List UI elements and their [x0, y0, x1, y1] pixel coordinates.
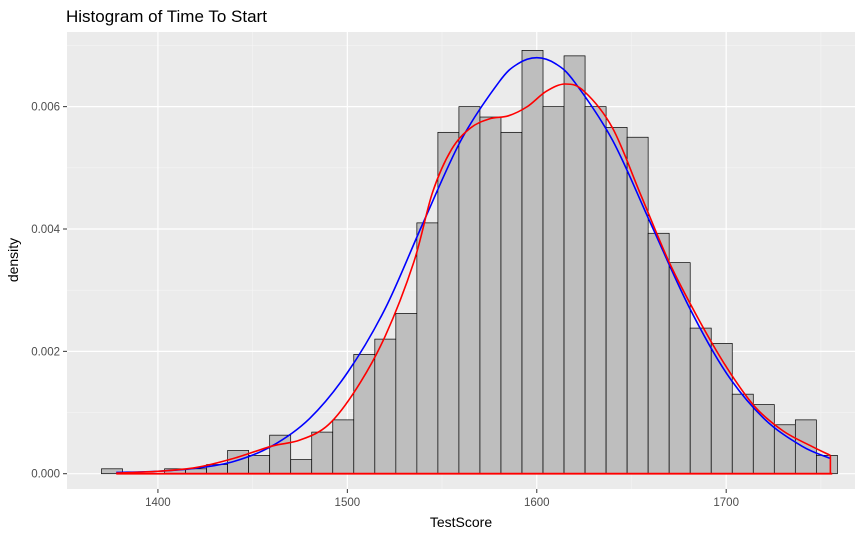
- histogram-bar: [689, 327, 712, 475]
- histogram-bar: [542, 106, 565, 475]
- histogram-bar: [101, 468, 123, 475]
- y-tick-label: 0.004: [31, 224, 60, 236]
- y-axis-ticks: 0.000 0.002 0.004 0.006: [31, 102, 67, 481]
- histogram-bar: [521, 50, 544, 475]
- histogram-bar: [374, 338, 397, 475]
- histogram-bar: [353, 354, 376, 475]
- histogram-bar: [584, 106, 607, 475]
- x-tick-label: 1600: [524, 497, 550, 509]
- x-tick-label: 1700: [713, 497, 739, 509]
- histogram-bar: [668, 262, 691, 475]
- histogram-bar: [332, 419, 355, 475]
- density-curve-1: [116, 56, 831, 474]
- histogram-bar: [710, 343, 733, 475]
- histogram-bar: [816, 455, 838, 475]
- histogram-bars: [101, 50, 838, 475]
- histogram-bar: [563, 55, 586, 475]
- histogram-bar: [311, 431, 334, 475]
- histogram-bar: [458, 106, 481, 475]
- histogram-bar: [395, 313, 418, 475]
- histogram-bar: [479, 116, 502, 475]
- y-tick-label: 0.000: [31, 469, 60, 481]
- x-axis-label: TestScore: [430, 514, 492, 530]
- y-axis-label: density: [5, 238, 21, 282]
- density-curve-2: [116, 83, 831, 474]
- x-tick-label: 1500: [335, 497, 361, 509]
- y-tick-label: 0.002: [31, 346, 60, 358]
- y-tick-label: 0.006: [31, 102, 60, 114]
- histogram-bar: [290, 459, 313, 475]
- histogram-bar: [647, 232, 670, 475]
- x-tick-label: 1400: [145, 497, 171, 509]
- histogram-bar: [248, 455, 271, 475]
- histogram-bar: [605, 127, 628, 475]
- density-curves: [116, 56, 833, 475]
- histogram-bar: [500, 131, 523, 475]
- histogram-bar: [731, 393, 754, 475]
- histogram-bar: [416, 222, 439, 475]
- x-axis-ticks: 1400 1500 1600 1700: [145, 489, 739, 509]
- chart-title: Histogram of Time To Start: [66, 7, 267, 26]
